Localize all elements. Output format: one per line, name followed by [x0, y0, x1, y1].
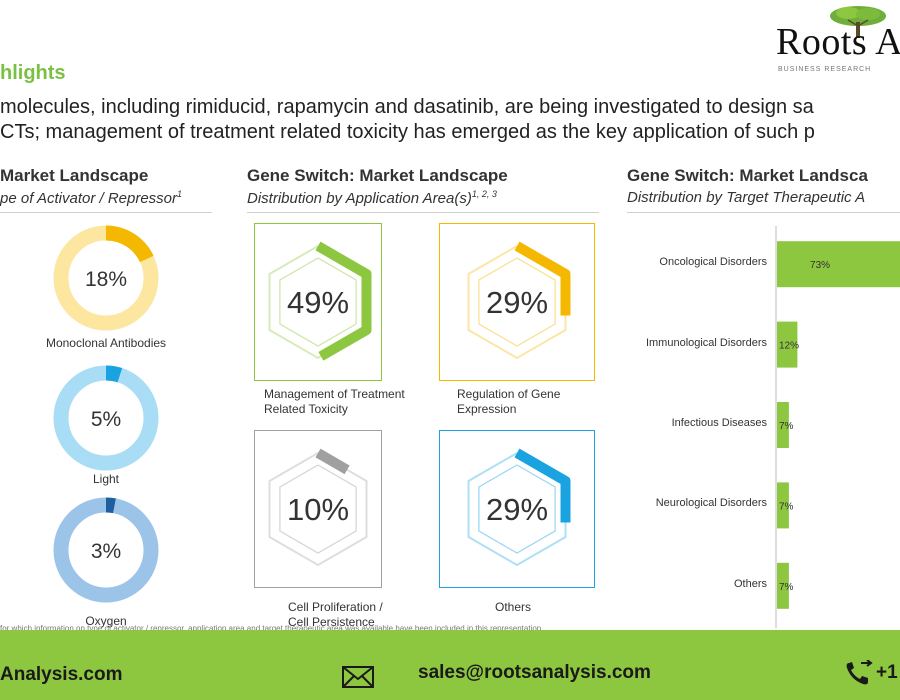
left-panel-rule — [0, 212, 212, 213]
hex-fill-others — [463, 448, 571, 570]
left-panel-title: Market Landscape — [0, 166, 149, 185]
ring-oxygen: 3% — [53, 497, 159, 603]
hex-fill-regulation-of-gene-expression — [463, 241, 571, 363]
bar-neurological-disorders — [777, 482, 789, 529]
hex-gauge-others: 29% — [463, 448, 571, 570]
hex-caption-line: Others — [495, 600, 532, 614]
bar-label-infectious-diseases: Infectious Diseases — [671, 417, 767, 429]
hex-value-others: 29% — [486, 492, 548, 527]
middle-panel-title: Gene Switch: Market Landscape — [247, 166, 508, 185]
hex-inner — [279, 464, 357, 554]
hex-gauge-cell-proliferation-cell-persistence: 10% — [264, 448, 372, 570]
hex-caption-line: Management of Treatment — [264, 387, 405, 401]
hex-caption-line: Cell Proliferation / — [288, 600, 383, 614]
hex-caption-others: Others — [495, 600, 531, 615]
footer-bar: Analysis.com sales@rootsanalysis.com +1 — [0, 630, 900, 700]
bar-value-neurological-disorders: 7% — [779, 501, 794, 512]
ring-label-monoclonal-antibodies: Monoclonal Antibodies — [45, 336, 167, 350]
bar-immunological-disorders — [777, 321, 798, 368]
ring-light: 5% — [53, 365, 159, 471]
bar-label-others: Others — [733, 577, 767, 590]
hex-track — [268, 452, 368, 567]
right-panel-title: Gene Switch: Market Landsca — [627, 166, 868, 185]
bar-infectious-diseases — [777, 402, 789, 448]
hex-value-cell-proliferation-cell-persistence: 10% — [287, 492, 349, 527]
bar-others — [777, 562, 789, 609]
bar-label-neurological-disorders: Neurological Disorders — [655, 497, 767, 510]
logo-text: Roots A — [776, 21, 900, 63]
hex-gauge-regulation-of-gene-expression: 29% — [463, 241, 571, 363]
intro-line-2: CTs; management of treatment related tox… — [0, 121, 815, 143]
footer-email-link[interactable]: sales@rootsanalysis.com — [418, 662, 651, 683]
hex-caption-line: Cell Persistence — [288, 615, 375, 629]
middle-panel-rule — [247, 212, 599, 213]
ring-value-monoclonal-antibodies: 18% — [85, 268, 127, 291]
hex-fill-management-of-treatment-related-toxicity — [264, 241, 372, 363]
intro-line-1: molecules, including rimiducid, rapamyci… — [0, 96, 814, 118]
hex-caption-line: Regulation of Gene — [457, 387, 561, 401]
hex-box-management-of-treatment-related-toxicity — [254, 223, 382, 381]
hex-value-regulation-of-gene-expression: 29% — [486, 285, 548, 320]
ring-slice-light — [53, 365, 159, 471]
logo-tree-icon — [830, 6, 886, 38]
bar-label-immunological-disorders: Immunological Disorders — [645, 336, 767, 349]
hex-caption-cell-proliferation-cell-persistence: Cell Proliferation / Cell Persistence — [288, 600, 383, 630]
bar-value-oncological-disorders: 73% — [810, 260, 830, 271]
hex-inner — [279, 257, 357, 347]
ring-value-light: 5% — [91, 408, 121, 431]
hex-caption-regulation-of-gene-expression: Regulation of Gene Expression — [457, 387, 560, 417]
left-panel-subtitle: pe of Activator / Repressor1 — [0, 189, 183, 207]
bar-value-infectious-diseases: 7% — [779, 421, 794, 432]
footnote: for which information on type of activat… — [0, 624, 544, 633]
middle-panel-subtitle: Distribution by Application Area(s)1, 2,… — [247, 189, 497, 207]
hex-box-cell-proliferation-cell-persistence — [254, 430, 382, 588]
phone-icon — [846, 660, 873, 685]
ring-label-oxygen: Oxygen — [85, 614, 127, 628]
footer-phone-link[interactable]: +1 — [876, 662, 898, 683]
bar-value-others: 7% — [779, 582, 794, 593]
ring-slice-oxygen — [53, 497, 159, 603]
hex-box-others — [439, 430, 595, 588]
bar-value-immunological-disorders: 12% — [779, 341, 799, 352]
hex-caption-line: Expression — [457, 402, 517, 416]
highlights-heading: hlights — [0, 62, 66, 84]
mail-icon — [342, 666, 374, 688]
ring-slice-monoclonal-antibodies — [53, 225, 159, 331]
right-panel-rule — [627, 212, 900, 213]
right-panel-subtitle: Distribution by Target Therapeutic A — [627, 189, 866, 206]
ring-label-light: Light — [92, 472, 120, 486]
logo-tagline: BUSINESS RESEARCH — [778, 66, 872, 73]
bar-oncological-disorders — [777, 241, 900, 288]
hex-box-regulation-of-gene-expression — [439, 223, 595, 381]
ring-monoclonal-antibodies: 18% — [53, 225, 159, 331]
footer-website-link[interactable]: Analysis.com — [0, 664, 123, 685]
hex-inner — [478, 257, 556, 347]
hex-inner — [478, 464, 556, 554]
bar-chart-svg: 73% 12% 7% 7% 7% — [775, 226, 900, 628]
bar-label-oncological-disorders: Oncological Disorders — [659, 256, 767, 269]
hex-caption-line: Related Toxicity — [264, 402, 348, 416]
ring-value-oxygen: 3% — [91, 540, 121, 563]
hex-caption-management-of-treatment-related-toxicity: Management of Treatment Related Toxicity — [264, 387, 405, 417]
hex-value-management-of-treatment-related-toxicity: 49% — [287, 285, 349, 320]
hex-gauge-management-of-treatment-related-toxicity: 49% — [264, 241, 372, 363]
